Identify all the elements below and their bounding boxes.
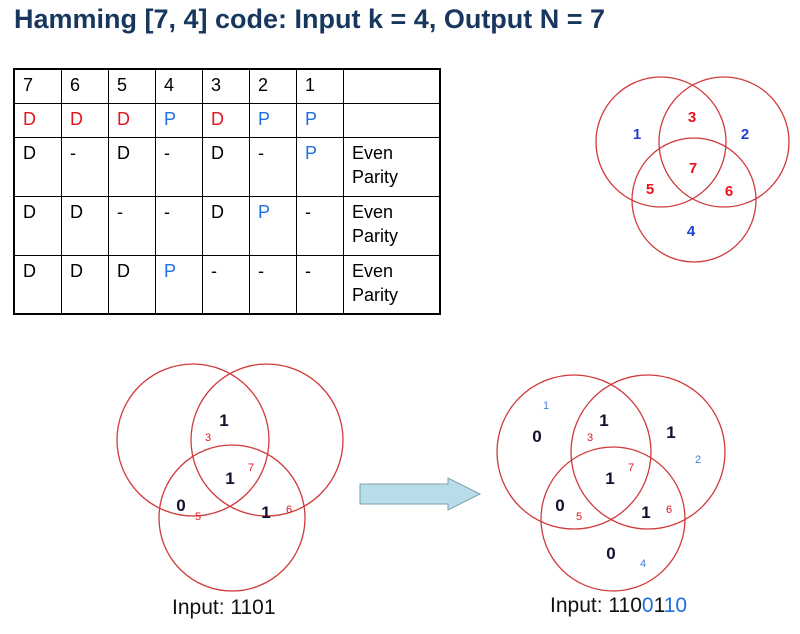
table-cell: - — [155, 195, 203, 256]
table-cell: D — [13, 254, 62, 315]
table-cell: 2 — [249, 68, 297, 104]
position-label: 6 — [725, 183, 733, 200]
bit-value: 1 — [666, 423, 675, 442]
position-label: 3 — [688, 109, 696, 126]
table-row: D D D P - - - Even Parity — [13, 254, 441, 315]
position-label: 7 — [689, 160, 697, 177]
caption-bits: 0 — [641, 594, 654, 617]
position-label: 6 — [286, 504, 292, 516]
table-cell: D — [108, 102, 156, 138]
table-cell: 4 — [155, 68, 203, 104]
caption-bits: 1 — [653, 594, 664, 617]
venn-circle — [570, 374, 726, 530]
table-cell: 3 — [202, 68, 250, 104]
venn-circle — [190, 363, 344, 517]
position-label: 4 — [687, 223, 696, 240]
table-cell: - — [61, 136, 109, 197]
position-label: 2 — [741, 126, 749, 143]
table-cell: D — [13, 136, 62, 197]
position-label: 6 — [666, 504, 672, 516]
venn-circle — [658, 76, 790, 208]
caption-bits: 10 — [663, 594, 688, 617]
venn-circle — [116, 363, 270, 517]
table-cell: D — [61, 195, 109, 256]
venn-circle — [158, 444, 306, 592]
venn-circle — [595, 76, 727, 208]
bit-value: 1 — [219, 411, 228, 430]
arrow-icon — [359, 477, 482, 511]
table-cell: - — [155, 136, 203, 197]
bit-value: 0 — [606, 544, 615, 563]
venn-circle — [631, 137, 757, 263]
table-cell: 6 — [61, 68, 109, 104]
output-caption: Input: 1100110 — [550, 594, 687, 618]
table-cell: - — [296, 195, 344, 256]
bit-value: 1 — [605, 469, 614, 488]
venn-circle — [540, 446, 686, 592]
position-label: 1 — [633, 126, 641, 143]
caption-bits: 110 — [608, 594, 642, 617]
bit-value: 1 — [641, 503, 650, 522]
bit-value: 0 — [532, 427, 541, 446]
table-cell: 5 — [108, 68, 156, 104]
hamming-table: 7 6 5 4 3 2 1 D D D P D P P D - D - D - P Even Parity D D - - D P - E… — [13, 68, 441, 315]
table-cell: P — [296, 102, 344, 138]
position-label: 7 — [248, 462, 254, 474]
bit-value: 1 — [225, 469, 234, 488]
bit-value: 0 — [555, 496, 564, 515]
bit-value: 1 — [261, 503, 270, 522]
table-cell: D — [202, 102, 250, 138]
position-label: 3 — [205, 432, 211, 444]
table-cell: 1 — [296, 68, 344, 104]
table-cell: - — [296, 254, 344, 315]
page-title: Hamming [7, 4] code: Input k = 4, Output… — [14, 4, 606, 34]
position-label: 1 — [543, 400, 549, 412]
bit-value: 1 — [599, 411, 608, 430]
position-label: 3 — [587, 432, 593, 444]
position-label: 4 — [640, 558, 646, 570]
bit-value: 0 — [176, 496, 185, 515]
table-cell: P — [296, 136, 344, 197]
table-row: D D - - D P - Even Parity — [13, 195, 441, 256]
position-label: 5 — [576, 511, 582, 523]
table-cell: Even Parity — [343, 136, 441, 197]
input-caption: Input: 1101 — [172, 596, 276, 619]
position-label: 5 — [646, 181, 654, 198]
position-label: 5 — [195, 511, 201, 523]
table-cell: D — [108, 136, 156, 197]
position-label: 2 — [695, 454, 701, 466]
table-cell: D — [13, 102, 62, 138]
table-cell: Even Parity — [343, 195, 441, 256]
table-cell: - — [202, 254, 250, 315]
table-cell: Even Parity — [343, 254, 441, 315]
venn-circle — [496, 374, 652, 530]
table-row: D - D - D - P Even Parity — [13, 136, 441, 197]
position-label: 7 — [628, 462, 634, 474]
caption-prefix: Input: — [550, 594, 609, 617]
table-cell: D — [202, 195, 250, 256]
